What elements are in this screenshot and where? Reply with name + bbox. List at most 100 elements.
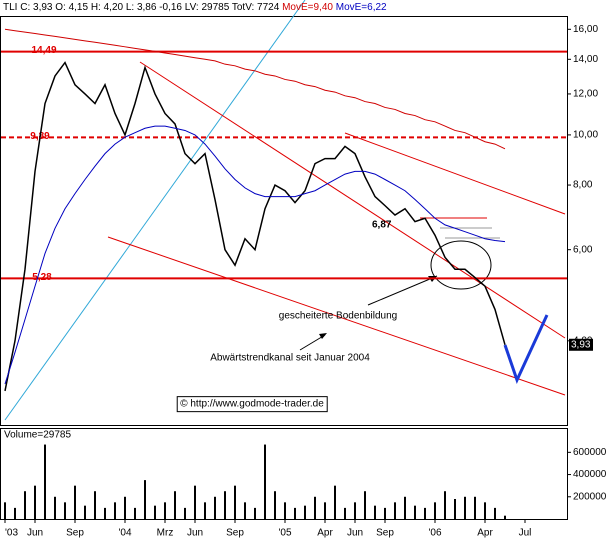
volume-bar: [394, 502, 396, 519]
arrow: [367, 275, 438, 306]
header: TLI C: 3,93 O: 4,15 H: 4,20 L: 3,86 -0,1…: [3, 2, 387, 13]
annotation: gescheiterte Bodenbildung: [279, 311, 397, 322]
volume-bar: [64, 502, 66, 519]
volume-bar: [174, 491, 176, 519]
volume-bar: [164, 502, 166, 519]
trend-line: [107, 236, 566, 396]
x-tick-label: '05: [278, 528, 291, 539]
y-tick-label: 10,00: [573, 130, 598, 141]
price-panel: [0, 16, 568, 426]
trend-line: [4, 0, 306, 421]
y-tick-label: 12,00: [573, 89, 598, 100]
volume-bar: [114, 502, 116, 519]
x-tick-label: Jun: [347, 528, 363, 539]
volume-bar: [354, 502, 356, 519]
volume-bar: [224, 491, 226, 519]
x-tick-label: Sep: [376, 528, 394, 539]
volume-bar: [234, 485, 236, 519]
volume-bar: [444, 491, 446, 519]
x-tick-label: Sep: [66, 528, 84, 539]
volume-bar: [424, 507, 426, 519]
series-line: [4, 28, 506, 150]
volume-bar: [314, 496, 316, 519]
volume-panel: [0, 428, 568, 520]
volume-bar: [294, 507, 296, 519]
reference-label: 5,28: [32, 272, 52, 283]
x-tick-label: '06: [428, 528, 441, 539]
volume-bar: [264, 444, 266, 519]
volume-bar: [504, 515, 506, 519]
y-tick-label: 400000: [573, 469, 607, 480]
series-line: [4, 61, 506, 392]
trend-line: [139, 61, 566, 339]
x-tick-label: '04: [118, 528, 131, 539]
x-tick-label: Jul: [519, 528, 532, 539]
volume-bar: [284, 502, 286, 519]
x-tick-label: Jun: [27, 528, 43, 539]
x-tick-label: Apr: [477, 528, 493, 539]
volume-bar: [414, 505, 416, 519]
volume-bar: [104, 507, 106, 519]
legend-entry: MovE=9,40: [282, 2, 333, 13]
volume-bar: [34, 485, 36, 519]
annotation: Abwärtstrendkanal seit Januar 2004: [210, 353, 370, 364]
volume-bar: [4, 502, 6, 519]
y-tick-label: 200000: [573, 491, 607, 502]
arrow: [299, 334, 326, 351]
x-tick-label: Apr: [317, 528, 333, 539]
volume-bar: [374, 505, 376, 519]
volume-bar: [214, 496, 216, 519]
arrow-head: [319, 333, 327, 339]
x-tick-label: Mrz: [157, 528, 174, 539]
volume-bar: [14, 507, 16, 519]
volume-bar: [344, 507, 346, 519]
volume-bar: [334, 485, 336, 519]
y-tick-label: 600000: [573, 447, 607, 458]
volume-bar: [204, 502, 206, 519]
volume-bar: [364, 491, 366, 519]
volume-bar: [324, 502, 326, 519]
volume-bar: [184, 507, 186, 519]
volume-bar: [74, 485, 76, 519]
x-tick-label: Jun: [187, 528, 203, 539]
annotation-box: [176, 396, 328, 413]
volume-bar: [404, 496, 406, 519]
volume-bar: [454, 499, 456, 519]
highlight-ellipse: [430, 240, 492, 290]
y-tick-label: 6,00: [573, 244, 593, 255]
y-tick-label: 16,00: [573, 24, 598, 35]
volume-bar: [44, 444, 46, 519]
volume-bar: [484, 502, 486, 519]
volume-bar: [94, 491, 96, 519]
volume-bar: [144, 480, 146, 519]
volume-bar: [154, 505, 156, 519]
annotation: 6,87: [372, 220, 392, 231]
trend-line: [344, 132, 566, 215]
volume-bar: [254, 507, 256, 519]
price-tag: [569, 338, 593, 351]
volume-bar: [464, 496, 466, 519]
reference-label: 14,49: [31, 45, 56, 56]
volume-bar: [54, 496, 56, 519]
volume-bar: [84, 505, 86, 519]
volume-bar: [134, 507, 136, 519]
annotation: © http://www.godmode-trader.de: [180, 399, 324, 410]
y-tick-label: 8,00: [573, 180, 593, 191]
projection-arrow: [503, 314, 549, 385]
y-tick-label: 14,00: [573, 54, 598, 65]
x-tick-label: '03: [5, 528, 18, 539]
volume-bar: [244, 502, 246, 519]
volume-bar: [494, 507, 496, 519]
volume-bar: [124, 496, 126, 519]
price-tag-label: 3,93: [571, 339, 591, 350]
volume-bar: [274, 491, 276, 519]
legend-entry: MovE=6,22: [336, 2, 387, 13]
volume-bar: [24, 491, 26, 519]
volume-title: Volume=29785: [4, 430, 71, 441]
volume-bar: [474, 496, 476, 519]
header-quote: TLI C: 3,93 O: 4,15 H: 4,20 L: 3,86 -0,1…: [3, 2, 280, 13]
volume-bar: [384, 507, 386, 519]
